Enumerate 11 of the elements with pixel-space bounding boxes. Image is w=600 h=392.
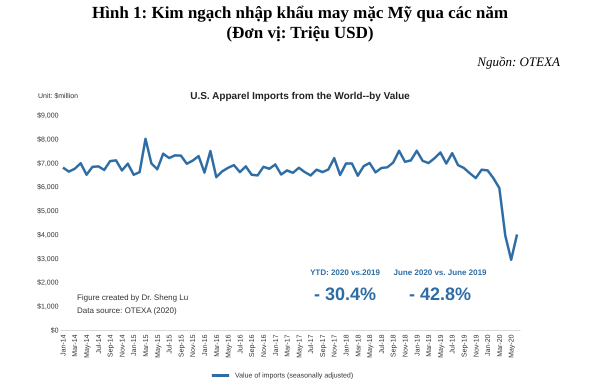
- chart-subtitle: (Đơn vị: Triệu USD): [226, 23, 374, 42]
- annotation: Data source: OTEXA (2020): [77, 306, 177, 315]
- text: Nguồn: OTEXA: [476, 54, 560, 69]
- line-series: [62, 138, 518, 262]
- annotation: Figure created by Dr. Sheng Lu: [77, 293, 188, 302]
- annotation: - 42.8%: [408, 284, 472, 304]
- annotation: YTD: 2020 vs.2019: [310, 268, 380, 277]
- chart-title: Hình 1: Kim ngạch nhập khẩu may mặc Mỹ qua các năm: [92, 3, 508, 22]
- text: U.S. Apparel Imports from the World--by Value: [190, 91, 410, 102]
- annotation: June 2020 vs. June 2019: [394, 268, 488, 277]
- annotation: - 30.4%: [314, 284, 376, 304]
